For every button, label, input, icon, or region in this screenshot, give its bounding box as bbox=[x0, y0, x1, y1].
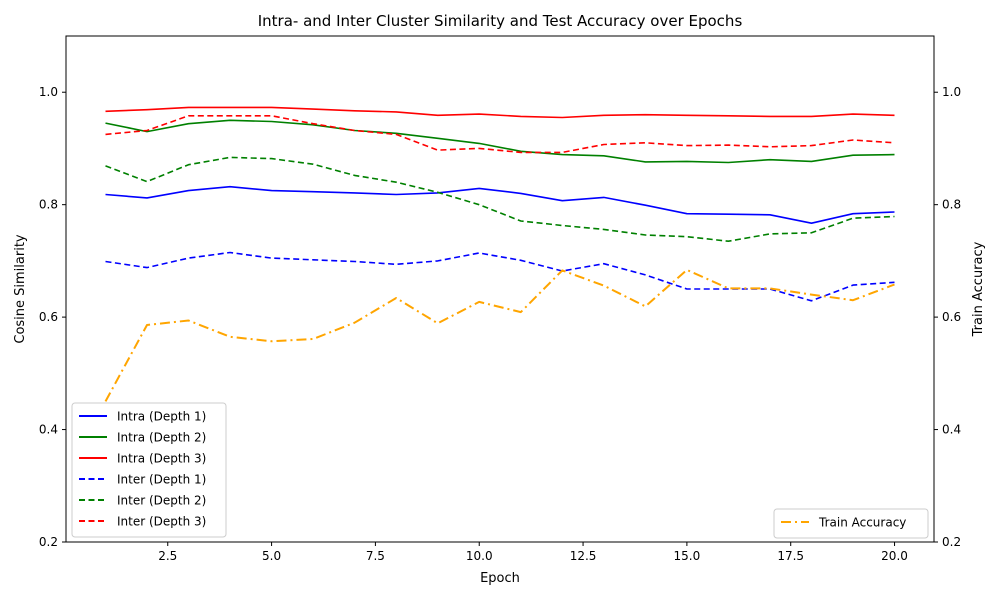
y-axis-label-right: Train Accuracy bbox=[971, 241, 986, 337]
legend-left: Intra (Depth 1) Intra (Depth 2) Intra (Dep… bbox=[71, 402, 227, 538]
y-tick-label-right: 1.0 bbox=[942, 85, 961, 99]
x-tick-label: 12.5 bbox=[570, 549, 597, 563]
y-tick-label-right: 0.6 bbox=[942, 310, 961, 324]
series-line-inter-depth-1 bbox=[105, 251, 895, 302]
legend-label: Inter (Depth 2) bbox=[117, 494, 206, 508]
series-line-train-accuracy bbox=[104, 268, 895, 402]
x-tick-label: 10.0 bbox=[466, 549, 493, 563]
x-tick-label: 5.0 bbox=[262, 549, 281, 563]
series-line-intra-depth-1 bbox=[105, 185, 895, 224]
legend-label: Intra (Depth 1) bbox=[117, 410, 206, 424]
legend-label: Intra (Depth 3) bbox=[117, 452, 206, 466]
y-tick-label-left: 1.0 bbox=[39, 85, 58, 99]
legend-label: Inter (Depth 3) bbox=[117, 515, 206, 529]
series-line-inter-depth-3 bbox=[105, 115, 895, 154]
legend-right: Train Accuracy bbox=[773, 508, 929, 539]
y-axis-left: 0.2 0.4 0.6 0.8 1.0 bbox=[39, 85, 66, 549]
y-axis-right: 0.2 0.4 0.6 0.8 1.0 bbox=[934, 85, 961, 549]
y-tick-label-left: 0.8 bbox=[39, 198, 58, 212]
y-tick-label-left: 0.6 bbox=[39, 310, 58, 324]
legend-label: Intra (Depth 2) bbox=[117, 431, 206, 445]
x-tick-label: 20.0 bbox=[881, 549, 908, 563]
series-line-intra-depth-2 bbox=[105, 119, 895, 164]
legend-label: Inter (Depth 1) bbox=[117, 473, 206, 487]
y-tick-label-right: 0.2 bbox=[942, 535, 961, 549]
plot-lines bbox=[104, 106, 895, 402]
y-tick-label-right: 0.4 bbox=[942, 423, 961, 437]
series-line-intra-depth-3 bbox=[105, 106, 895, 119]
chart-title: Intra- and Inter Cluster Similarity and … bbox=[258, 12, 743, 30]
y-tick-label-left: 0.2 bbox=[39, 535, 58, 549]
legend-frame bbox=[71, 402, 227, 538]
y-tick-label-left: 0.4 bbox=[39, 423, 58, 437]
x-tick-label: 2.5 bbox=[158, 549, 177, 563]
series-line-inter-depth-2 bbox=[105, 156, 895, 242]
y-tick-label-right: 0.8 bbox=[942, 198, 961, 212]
legend-frame bbox=[773, 508, 929, 539]
x-tick-label: 7.5 bbox=[366, 549, 385, 563]
x-axis-label: Epoch bbox=[480, 571, 520, 586]
x-tick-label: 17.5 bbox=[777, 549, 804, 563]
legend-label: Train Accuracy bbox=[818, 516, 906, 530]
x-tick-label: 15.0 bbox=[674, 549, 701, 563]
plot-area-frame bbox=[65, 35, 935, 543]
x-axis: 2.5 5.0 7.5 10.0 12.5 15.0 17.5 20.0 bbox=[158, 542, 908, 563]
y-axis-label-left: Cosine Similarity bbox=[13, 234, 28, 344]
